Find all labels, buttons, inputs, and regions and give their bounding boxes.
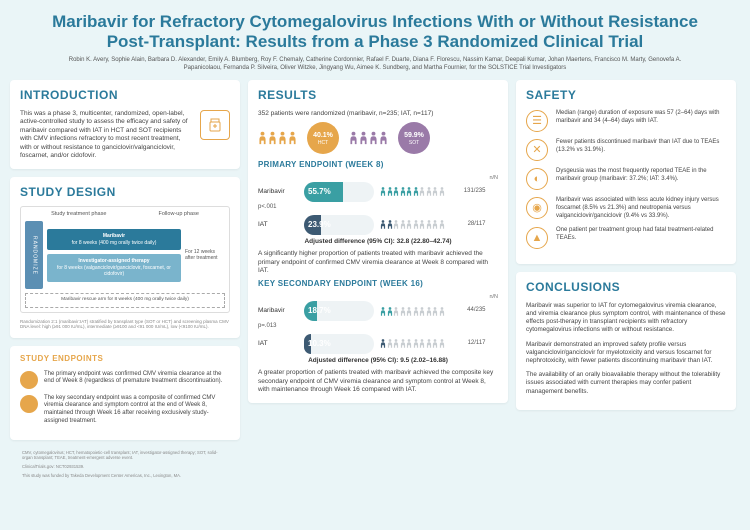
secondary-heading: KEY SECONDARY ENDPOINT (WEEK 16) — [258, 279, 498, 289]
primary-endpoint-chart: PRIMARY ENDPOINT (WEEK 8) n/N Maribavir … — [258, 160, 498, 275]
mar-label: Maribavir — [258, 188, 298, 196]
safety-heading: SAFETY — [526, 88, 726, 104]
primary-pval: p<.001 — [258, 204, 498, 212]
safety-item: ◐ Dysgeusia was the most frequently repo… — [526, 168, 726, 190]
safety-text: Dysgeusia was the most frequently report… — [556, 168, 726, 184]
hct-people-icons — [258, 131, 297, 145]
intro-heading: INTRODUCTION — [20, 88, 230, 104]
calendar-icon: ☰ — [526, 110, 548, 132]
abbreviations: CMV, cytomegalovirus; HCT, hematopoietic… — [10, 448, 240, 462]
intro-text: This was a phase 3, multicenter, randomi… — [20, 110, 192, 161]
sot-percent-circle: 59.9%SOT — [398, 122, 430, 154]
randomization-note: Randomization 2:1 (maribavir:IAT) strati… — [20, 319, 230, 331]
primary-endpoint-text: The primary endpoint was confirmed CMV v… — [44, 371, 230, 387]
cross-circle-icon: ✕ — [526, 139, 548, 161]
secondary-endpoint-text: The key secondary endpoint was a composi… — [44, 395, 230, 426]
results-heading: RESULTS — [258, 88, 498, 104]
secondary-pval: p=.013 — [258, 323, 498, 331]
target-icon — [20, 371, 38, 389]
endpoints-heading: STUDY ENDPOINTS — [20, 354, 230, 364]
design-diagram: Study treatment phase Follow-up phase RA… — [20, 206, 230, 312]
hct-percent-circle: 40.1%HCT — [307, 122, 339, 154]
arm-iat: Investigator-assigned therapyfor 8 weeks… — [47, 254, 181, 282]
secondary-adjusted: Adjusted difference (95% CI): 9.5 (2.02–… — [258, 357, 498, 365]
safety-text: Fewer patients discontinued maribavir th… — [556, 139, 726, 155]
intro-panel: INTRODUCTION This was a phase 3, multice… — [10, 80, 240, 168]
safety-text: Maribavir was associated with less acute… — [556, 197, 726, 220]
funding: This study was funded by Takeda Developm… — [10, 471, 240, 480]
design-heading: STUDY DESIGN — [20, 185, 230, 201]
conclusion-1: Maribavir was superior to IAT for cytome… — [526, 302, 726, 335]
conclusions-panel: CONCLUSIONS Maribavir was superior to IA… — [516, 272, 736, 409]
primary-adjusted: Adjusted difference (95% CI): 32.8 (22.8… — [258, 238, 498, 246]
endpoints-panel: STUDY ENDPOINTS The primary endpoint was… — [10, 346, 240, 440]
results-summary: 352 patients were randomized (maribavir,… — [258, 110, 498, 118]
conclusion-2: Maribavir demonstrated an improved safet… — [526, 341, 726, 366]
safety-text: Median (range) duration of exposure was … — [556, 110, 726, 126]
iat-label: IAT — [258, 221, 298, 229]
secondary-note: A greater proportion of patients treated… — [258, 369, 498, 394]
pill-bottle-icon — [200, 110, 230, 140]
kidney-icon: ◉ — [526, 197, 548, 219]
arm-maribavir: Maribavirfor 8 weeks (400 mg orally twic… — [47, 229, 181, 250]
sot-people-icons — [349, 131, 388, 145]
phase-1-label: Study treatment phase — [51, 211, 106, 218]
warning-icon: ▲ — [526, 227, 548, 249]
conclusions-heading: CONCLUSIONS — [526, 280, 726, 296]
safety-item: ▲ One patient per treatment group had fa… — [526, 227, 726, 249]
poster-title: Maribavir for Refractory Cytomegalovirus… — [0, 0, 750, 57]
conclusion-3: The availability of an orally bioavailab… — [526, 371, 726, 396]
safety-item: ◉ Maribavir was associated with less acu… — [526, 197, 726, 220]
primary-heading: PRIMARY ENDPOINT (WEEK 8) — [258, 160, 498, 170]
safety-text: One patient per treatment group had fata… — [556, 227, 726, 243]
author-list: Robin K. Avery, Sophie Alain, Barbara D.… — [0, 57, 750, 81]
phase-2-label: Follow-up phase — [159, 211, 199, 218]
design-panel: STUDY DESIGN Study treatment phase Follo… — [10, 177, 240, 339]
safety-item: ☰ Median (range) duration of exposure wa… — [526, 110, 726, 132]
iat-nn: 28/117 — [451, 221, 486, 229]
safety-panel: SAFETY ☰ Median (range) duration of expo… — [516, 80, 736, 264]
rescue-arm-box: Maribavir rescue arm for 8 weeks (400 mg… — [25, 293, 225, 307]
tongue-icon: ◐ — [526, 168, 548, 190]
secondary-endpoint-chart: KEY SECONDARY ENDPOINT (WEEK 16) n/N Mar… — [258, 279, 498, 394]
primary-note: A significantly higher proportion of pat… — [258, 250, 498, 275]
target-icon — [20, 395, 38, 413]
trial-id: ClinicalTrials.gov: NCT02931539. — [10, 462, 240, 471]
results-panel: RESULTS 352 patients were randomized (ma… — [248, 80, 508, 402]
randomize-box: RANDOMIZE — [25, 221, 43, 289]
safety-item: ✕ Fewer patients discontinued maribavir … — [526, 139, 726, 161]
nn-header: n/N — [489, 175, 498, 182]
followup-label: For 12 weeks after treatment — [185, 249, 225, 262]
mar-nn: 131/235 — [451, 188, 486, 196]
